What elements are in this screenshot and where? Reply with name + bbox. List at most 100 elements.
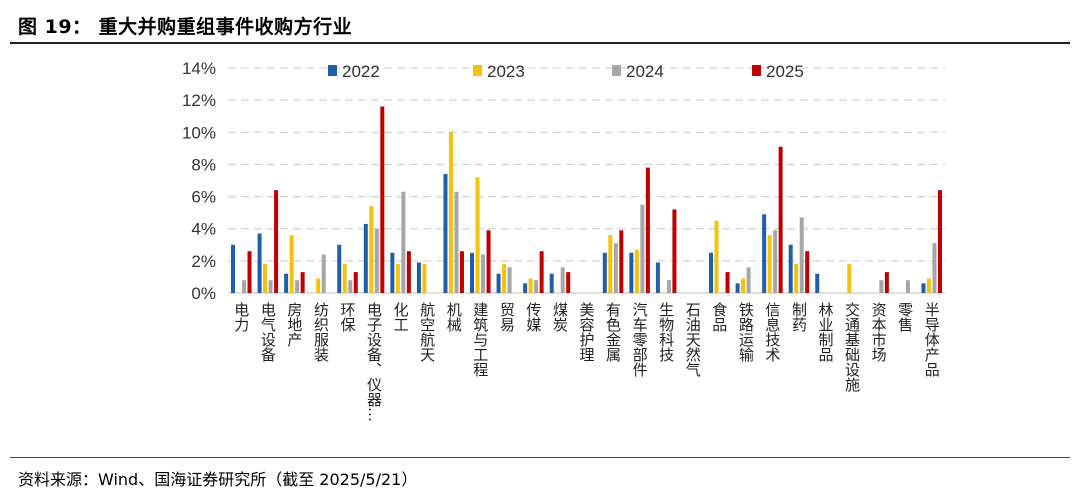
bar-2023 <box>422 264 427 293</box>
legend-label: 2024 <box>626 62 664 81</box>
bar-2022 <box>921 283 926 293</box>
bar-2025 <box>486 230 491 293</box>
bar-2022 <box>470 252 475 293</box>
x-category-label: 电力 <box>232 302 250 333</box>
bar-2023 <box>794 264 799 293</box>
x-category-label: 汽车零部件 <box>631 302 649 377</box>
title-rule <box>10 42 1070 44</box>
bar-2025 <box>300 272 305 293</box>
y-tick-label: 12% <box>182 91 216 110</box>
bar-2024 <box>640 204 645 293</box>
x-category-label: 电气设备 <box>259 302 277 362</box>
x-category-label: 石油天然气 <box>684 302 702 377</box>
legend-swatch-2023 <box>473 65 482 76</box>
bar-2025 <box>406 251 411 293</box>
bar-2024 <box>746 267 751 293</box>
bar-2023 <box>634 249 639 293</box>
bar-2025 <box>566 272 571 293</box>
x-category-label: 有色金属 <box>604 302 622 362</box>
bar-2022 <box>284 273 289 293</box>
bar-2024 <box>374 228 379 293</box>
bar-2023 <box>342 264 347 293</box>
bar-2022 <box>523 283 528 293</box>
x-category-label: 食品 <box>710 302 728 332</box>
bar-2023 <box>475 177 480 293</box>
bar-2022 <box>363 223 368 293</box>
y-tick-label: 10% <box>182 123 216 142</box>
y-tick-label: 6% <box>191 188 216 207</box>
y-tick-label: 4% <box>191 220 216 239</box>
bar-2025 <box>380 106 385 293</box>
bar-2024 <box>242 280 247 293</box>
bar-2024 <box>321 254 326 293</box>
bar-2025 <box>725 272 730 293</box>
source-note: 资料来源：Wind、国海证券研究所（截至 2025/5/21） <box>18 470 418 489</box>
x-category-label: 航空航天 <box>418 302 436 362</box>
bar-2022 <box>231 244 236 293</box>
x-category-label: 林业制品 <box>817 302 835 362</box>
bar-chart: 0% 2% 4% 6% 8% 10% 12% 14% 电力 电气设备 房地产 纺织服装 环保 电子设备、仪… <box>182 59 945 422</box>
bar-2023 <box>448 132 453 293</box>
bar-2024 <box>666 280 671 293</box>
x-category-label: 电子设备、仪器… <box>365 302 383 422</box>
bar-2023 <box>289 235 294 293</box>
figure-title: 图 19： 重大并购重组事件收购方行业 <box>18 16 353 38</box>
y-tick-label: 14% <box>182 59 216 78</box>
bar-2025 <box>274 190 279 293</box>
bar-2024 <box>295 280 300 293</box>
x-category-label: 零售 <box>896 302 914 332</box>
x-category-label: 环保 <box>339 302 357 332</box>
bar-2024 <box>905 280 910 293</box>
bar-2024 <box>560 267 565 293</box>
legend-label: 2025 <box>766 62 804 81</box>
bar-2024 <box>932 243 937 293</box>
bar-2023 <box>741 278 746 293</box>
bar-2025 <box>353 272 358 293</box>
legend-swatch-2022 <box>328 65 337 76</box>
bar-2023 <box>502 264 507 293</box>
x-category-label: 房地产 <box>285 302 303 347</box>
bar-2022 <box>709 252 714 293</box>
bar-2022 <box>416 262 421 293</box>
bar-2025 <box>672 209 677 293</box>
bar-2023 <box>847 264 852 293</box>
bar-2024 <box>507 267 512 293</box>
bar-2023 <box>395 264 400 293</box>
bar-2023 <box>926 278 931 293</box>
x-category-label: 制药 <box>790 302 808 333</box>
bar-2022 <box>443 174 448 293</box>
bar-2022 <box>735 283 740 293</box>
bar-2024 <box>401 191 406 293</box>
bar-2025 <box>247 251 252 293</box>
y-tick-label: 2% <box>191 252 216 271</box>
bar-2023 <box>369 206 374 293</box>
x-category-label: 煤炭 <box>551 302 569 332</box>
bar-2024 <box>268 280 273 293</box>
bar-2022 <box>788 244 793 293</box>
x-category-label: 传媒 <box>524 302 542 332</box>
bar-2022 <box>602 252 607 293</box>
bar-2022 <box>337 244 342 293</box>
bar-2022 <box>655 262 660 293</box>
bar-2022 <box>549 273 554 293</box>
footer-rule <box>10 457 1070 458</box>
bar-2022 <box>629 252 634 293</box>
x-category-label: 建筑与工程 <box>471 302 489 377</box>
x-category-label: 化工 <box>392 302 410 332</box>
x-category-label: 半导体产品 <box>923 302 941 377</box>
bar-2022 <box>390 252 395 293</box>
x-category-label: 纺织服装 <box>312 302 330 362</box>
bar-2024 <box>534 280 539 293</box>
bar-2023 <box>528 278 533 293</box>
legend-swatch-2025 <box>752 65 761 76</box>
y-tick-label: 8% <box>191 155 216 174</box>
bar-2025 <box>539 251 544 293</box>
bar-2022 <box>257 233 262 293</box>
bar-2023 <box>714 220 719 293</box>
bar-2023 <box>316 278 321 293</box>
bar-2023 <box>767 235 772 293</box>
x-category-label: 铁路运输 <box>737 302 755 362</box>
bar-2024 <box>348 280 353 293</box>
bar-2025 <box>778 146 783 293</box>
bar-2023 <box>263 264 268 293</box>
